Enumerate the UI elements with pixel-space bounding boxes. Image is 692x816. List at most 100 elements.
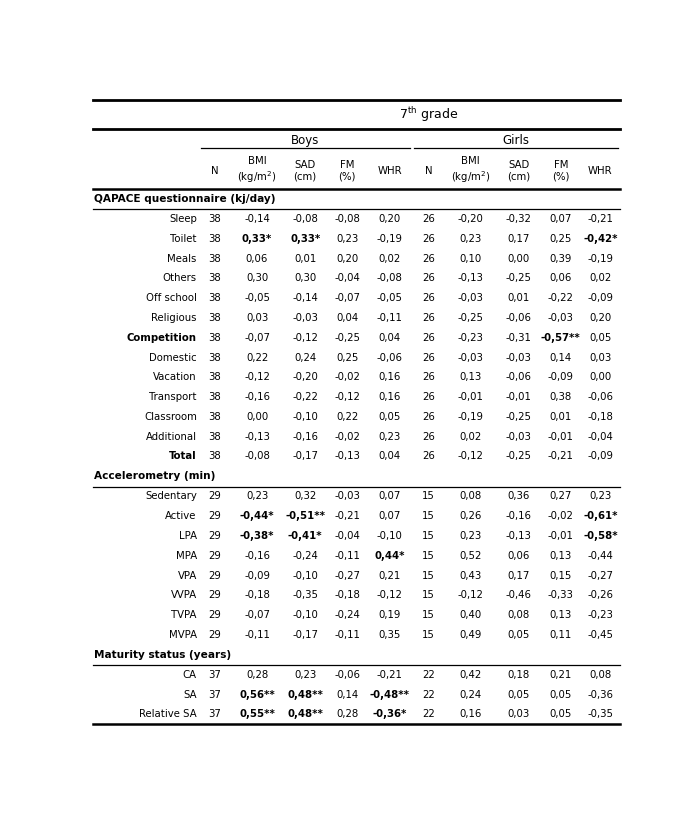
Text: -0,05: -0,05 xyxy=(376,293,403,304)
Text: 26: 26 xyxy=(422,214,435,224)
Text: -0,02: -0,02 xyxy=(334,432,361,441)
Text: 0,02: 0,02 xyxy=(459,432,482,441)
Text: -0,12: -0,12 xyxy=(457,590,484,601)
Text: 0,01: 0,01 xyxy=(549,412,572,422)
Text: -0,07: -0,07 xyxy=(244,610,270,620)
Text: 0,05: 0,05 xyxy=(507,690,530,699)
Text: 0,28: 0,28 xyxy=(246,670,268,680)
Text: BMI
(kg/m$^2$): BMI (kg/m$^2$) xyxy=(237,156,277,185)
Text: Classroom: Classroom xyxy=(144,412,197,422)
Text: Girls: Girls xyxy=(502,135,529,147)
Text: 0,40: 0,40 xyxy=(459,610,482,620)
Text: VVPA: VVPA xyxy=(171,590,197,601)
Text: 0,05: 0,05 xyxy=(589,333,612,343)
Text: 38: 38 xyxy=(208,451,221,462)
Text: 37: 37 xyxy=(208,670,221,680)
Text: 26: 26 xyxy=(422,353,435,362)
Text: -0,24: -0,24 xyxy=(292,551,318,561)
Text: -0,06: -0,06 xyxy=(506,372,531,383)
Text: -0,16: -0,16 xyxy=(244,392,270,402)
Text: 0,16: 0,16 xyxy=(379,392,401,402)
Text: -0,41*: -0,41* xyxy=(288,531,322,541)
Text: -0,19: -0,19 xyxy=(376,234,403,244)
Text: 0,24: 0,24 xyxy=(294,353,316,362)
Text: 0,27: 0,27 xyxy=(549,491,572,502)
Text: 0,04: 0,04 xyxy=(379,451,401,462)
Text: 26: 26 xyxy=(422,234,435,244)
Text: 0,30: 0,30 xyxy=(294,273,316,283)
Text: 0,16: 0,16 xyxy=(379,372,401,383)
Text: -0,03: -0,03 xyxy=(457,293,484,304)
Text: 38: 38 xyxy=(208,234,221,244)
Text: -0,21: -0,21 xyxy=(376,670,403,680)
Text: -0,11: -0,11 xyxy=(334,551,361,561)
Text: 0,28: 0,28 xyxy=(336,709,358,720)
Text: -0,36*: -0,36* xyxy=(372,709,407,720)
Text: -0,48**: -0,48** xyxy=(370,690,410,699)
Text: 0,15: 0,15 xyxy=(549,570,572,580)
Text: 0,02: 0,02 xyxy=(589,273,612,283)
Text: 0,48**: 0,48** xyxy=(287,709,323,720)
Text: 0,56**: 0,56** xyxy=(239,690,275,699)
Text: 0,14: 0,14 xyxy=(336,690,358,699)
Text: Sleep: Sleep xyxy=(169,214,197,224)
Text: -0,21: -0,21 xyxy=(334,512,361,521)
Text: 15: 15 xyxy=(422,551,435,561)
Text: 0,06: 0,06 xyxy=(549,273,572,283)
Text: 22: 22 xyxy=(422,690,435,699)
Text: -0,10: -0,10 xyxy=(292,412,318,422)
Text: -0,09: -0,09 xyxy=(588,451,613,462)
Text: Vacation: Vacation xyxy=(153,372,197,383)
Text: 29: 29 xyxy=(208,531,221,541)
Text: 0,43: 0,43 xyxy=(459,570,482,580)
Text: -0,35: -0,35 xyxy=(588,709,613,720)
Text: 0,44*: 0,44* xyxy=(374,551,405,561)
Text: -0,45: -0,45 xyxy=(588,630,613,640)
Text: 0,02: 0,02 xyxy=(379,254,401,264)
Text: 0,03: 0,03 xyxy=(507,709,530,720)
Text: 38: 38 xyxy=(208,333,221,343)
Text: WHR: WHR xyxy=(588,166,612,175)
Text: 0,08: 0,08 xyxy=(459,491,482,502)
Text: 0,16: 0,16 xyxy=(459,709,482,720)
Text: 0,03: 0,03 xyxy=(589,353,612,362)
Text: 0,13: 0,13 xyxy=(549,551,572,561)
Text: 38: 38 xyxy=(208,273,221,283)
Text: Accelerometry (min): Accelerometry (min) xyxy=(94,472,215,481)
Text: Religious: Religious xyxy=(152,313,197,323)
Text: 15: 15 xyxy=(422,512,435,521)
Text: 0,05: 0,05 xyxy=(549,690,572,699)
Text: LPA: LPA xyxy=(179,531,197,541)
Text: 38: 38 xyxy=(208,254,221,264)
Text: 15: 15 xyxy=(422,570,435,580)
Text: -0,09: -0,09 xyxy=(244,570,270,580)
Text: -0,25: -0,25 xyxy=(334,333,361,343)
Text: 15: 15 xyxy=(422,590,435,601)
Text: -0,08: -0,08 xyxy=(244,451,270,462)
Text: -0,42*: -0,42* xyxy=(583,234,617,244)
Text: -0,12: -0,12 xyxy=(376,590,403,601)
Text: -0,61*: -0,61* xyxy=(583,512,617,521)
Text: 38: 38 xyxy=(208,214,221,224)
Text: -0,06: -0,06 xyxy=(376,353,403,362)
Text: 15: 15 xyxy=(422,531,435,541)
Text: -0,02: -0,02 xyxy=(548,512,574,521)
Text: 0,25: 0,25 xyxy=(336,353,358,362)
Text: Toilet: Toilet xyxy=(170,234,197,244)
Text: 15: 15 xyxy=(422,491,435,502)
Text: 0,04: 0,04 xyxy=(379,333,401,343)
Text: MPA: MPA xyxy=(176,551,197,561)
Text: -0,05: -0,05 xyxy=(244,293,270,304)
Text: 0,23: 0,23 xyxy=(459,531,482,541)
Text: 0,23: 0,23 xyxy=(379,432,401,441)
Text: -0,25: -0,25 xyxy=(506,412,531,422)
Text: -0,27: -0,27 xyxy=(588,570,613,580)
Text: N: N xyxy=(425,166,432,175)
Text: Maturity status (years): Maturity status (years) xyxy=(94,650,231,660)
Text: 0,21: 0,21 xyxy=(549,670,572,680)
Text: Off school: Off school xyxy=(146,293,197,304)
Text: -0,02: -0,02 xyxy=(334,372,361,383)
Text: 26: 26 xyxy=(422,293,435,304)
Text: -0,23: -0,23 xyxy=(457,333,484,343)
Text: -0,44*: -0,44* xyxy=(239,512,274,521)
